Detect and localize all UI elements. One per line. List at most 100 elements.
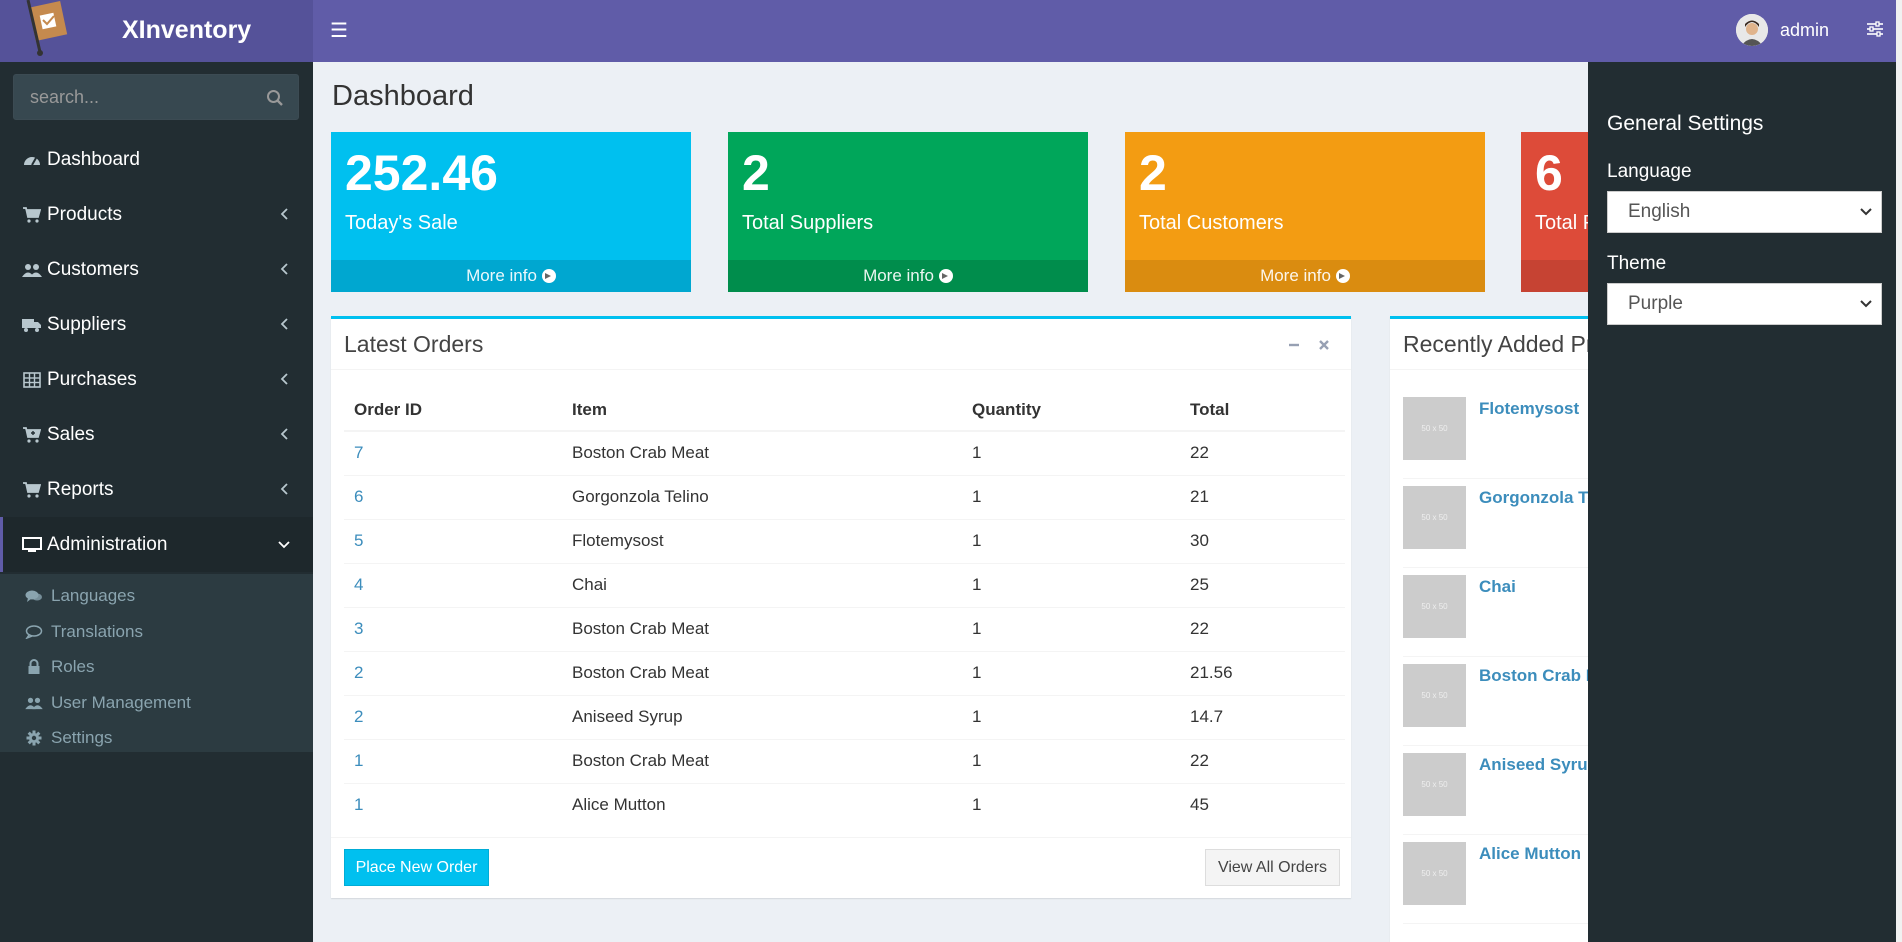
order-quantity: 1: [962, 694, 1180, 739]
order-id-link[interactable]: 7: [344, 430, 562, 475]
order-id-link[interactable]: 2: [344, 694, 562, 739]
column-header: Item: [562, 389, 962, 432]
recent-products-box: Recently Added Pr 50 x 50 Flotemysost 50 x…: [1390, 316, 1588, 942]
order-item: Aniseed Syrup: [562, 694, 962, 739]
sidebar-item-dashboard[interactable]: Dashboard: [0, 132, 313, 187]
stat-label: Total P: [1535, 212, 1588, 234]
product-name-link[interactable]: Flotemysost: [1479, 399, 1580, 418]
navbar: ☰ admin: [313, 0, 1902, 62]
order-id-link[interactable]: 1: [344, 738, 562, 783]
sidebar-item-languages[interactable]: Languages: [0, 578, 313, 613]
theme-select[interactable]: Purple: [1607, 283, 1882, 325]
search-icon[interactable]: [266, 89, 284, 107]
sidebar-item-products[interactable]: Products: [0, 187, 313, 242]
more-info-label: More info: [863, 266, 934, 285]
product-item: 50 x 50 Aniseed Syrup: [1403, 753, 1588, 835]
product-thumbnail: 50 x 50: [1403, 486, 1466, 549]
table-row: 7 Boston Crab Meat 1 22: [344, 430, 1345, 475]
order-quantity: 1: [962, 738, 1180, 783]
chevron-down-icon: [1860, 208, 1872, 216]
logo-icon: [26, 0, 68, 56]
language-select[interactable]: English: [1607, 191, 1882, 233]
more-info-link[interactable]: More info: [331, 260, 691, 292]
arrow-circle-right-icon: [1335, 269, 1350, 283]
product-name-link[interactable]: Boston Crab M: [1479, 666, 1588, 685]
stat-box-todays-sale: 252.46 Today's Sale More info: [331, 132, 691, 292]
order-item: Alice Mutton: [562, 782, 962, 827]
stat-value: 6: [1535, 145, 1563, 201]
theme-label: Theme: [1607, 253, 1667, 274]
order-total: 22: [1180, 606, 1345, 651]
divider: [1403, 834, 1588, 835]
more-info-link[interactable]: [1521, 260, 1588, 292]
table-row: 6 Gorgonzola Telino 1 21: [344, 474, 1345, 519]
search-input[interactable]: [14, 75, 254, 119]
sidebar-item-user-management[interactable]: User Management: [0, 685, 313, 720]
order-total: 22: [1180, 430, 1345, 475]
order-id-link[interactable]: 6: [344, 474, 562, 519]
avatar[interactable]: [1736, 14, 1768, 46]
order-item: Boston Crab Meat: [562, 650, 962, 695]
orders-table: Order ID Item Quantity Total 7 Boston Cra…: [344, 389, 1345, 827]
sidebar: Dashboard Products Customers Suppliers P…: [0, 62, 313, 942]
order-id-link[interactable]: 4: [344, 562, 562, 607]
order-id-link[interactable]: 1: [344, 782, 562, 827]
order-id-link[interactable]: 5: [344, 518, 562, 563]
sidebar-item-suppliers[interactable]: Suppliers: [0, 297, 313, 352]
order-id-link[interactable]: 3: [344, 606, 562, 651]
order-total: 21.56: [1180, 650, 1345, 695]
order-quantity: 1: [962, 474, 1180, 519]
order-quantity: 1: [962, 562, 1180, 607]
product-name-link[interactable]: Chai: [1479, 577, 1516, 596]
order-total: 25: [1180, 562, 1345, 607]
column-header: Quantity: [962, 389, 1180, 432]
user-name[interactable]: admin: [1780, 20, 1830, 40]
sidebar-toggle-icon[interactable]: ☰: [330, 20, 348, 42]
desktop-icon: [22, 536, 42, 554]
sub-item-label: User Management: [51, 692, 191, 712]
sidebar-item-customers[interactable]: Customers: [0, 242, 313, 297]
chevron-down-icon: [278, 541, 290, 549]
more-info-link[interactable]: More info: [1125, 260, 1485, 292]
sidebar-item-label: Suppliers: [47, 313, 127, 335]
table-row: 1 Boston Crab Meat 1 22: [344, 738, 1345, 783]
sidebar-item-label: Sales: [47, 423, 95, 445]
view-all-orders-button[interactable]: View All Orders: [1205, 849, 1340, 886]
divider: [1403, 656, 1588, 657]
table-row: 2 Aniseed Syrup 1 14.7: [344, 694, 1345, 739]
user-avatar-icon: [1736, 14, 1768, 46]
sliders-icon[interactable]: [1866, 20, 1884, 38]
box-title: Recently Added Pr: [1403, 331, 1588, 357]
sidebar-item-translations[interactable]: Translations: [0, 614, 313, 649]
sidebar-item-label: Administration: [47, 533, 168, 555]
sidebar-item-administration[interactable]: Administration: [0, 517, 313, 572]
sidebar-item-label: Reports: [47, 478, 114, 500]
more-info-label: More info: [466, 266, 537, 285]
sidebar-item-settings[interactable]: Settings: [0, 720, 313, 755]
place-new-order-button[interactable]: Place New Order: [344, 849, 489, 886]
sidebar-item-reports[interactable]: Reports: [0, 462, 313, 517]
scrollbar[interactable]: [1896, 0, 1902, 942]
sidebar-item-roles[interactable]: Roles: [0, 649, 313, 684]
product-thumbnail: 50 x 50: [1403, 575, 1466, 638]
order-id-link[interactable]: 2: [344, 650, 562, 695]
minus-icon[interactable]: [1286, 337, 1302, 353]
arrow-circle-right-icon: [938, 269, 953, 283]
product-name-link[interactable]: Gorgonzola Te: [1479, 488, 1588, 507]
more-info-link[interactable]: More info: [728, 260, 1088, 292]
close-icon[interactable]: [1316, 337, 1332, 353]
sidebar-item-purchases[interactable]: Purchases: [0, 352, 313, 407]
product-name-link[interactable]: Aniseed Syrup: [1479, 755, 1588, 774]
stat-label: Total Suppliers: [742, 212, 874, 234]
stat-value: 2: [742, 145, 770, 201]
logo-area[interactable]: XInventory: [0, 0, 313, 62]
divider: [1403, 567, 1588, 568]
stat-label: Total Customers: [1139, 212, 1284, 234]
product-name-link[interactable]: Alice Mutton: [1479, 844, 1581, 863]
order-total: 21: [1180, 474, 1345, 519]
sidebar-item-label: Dashboard: [47, 148, 140, 170]
users-icon: [22, 261, 42, 279]
comment-icon: [25, 624, 43, 640]
stat-value: 2: [1139, 145, 1167, 201]
sidebar-item-sales[interactable]: Sales: [0, 407, 313, 462]
